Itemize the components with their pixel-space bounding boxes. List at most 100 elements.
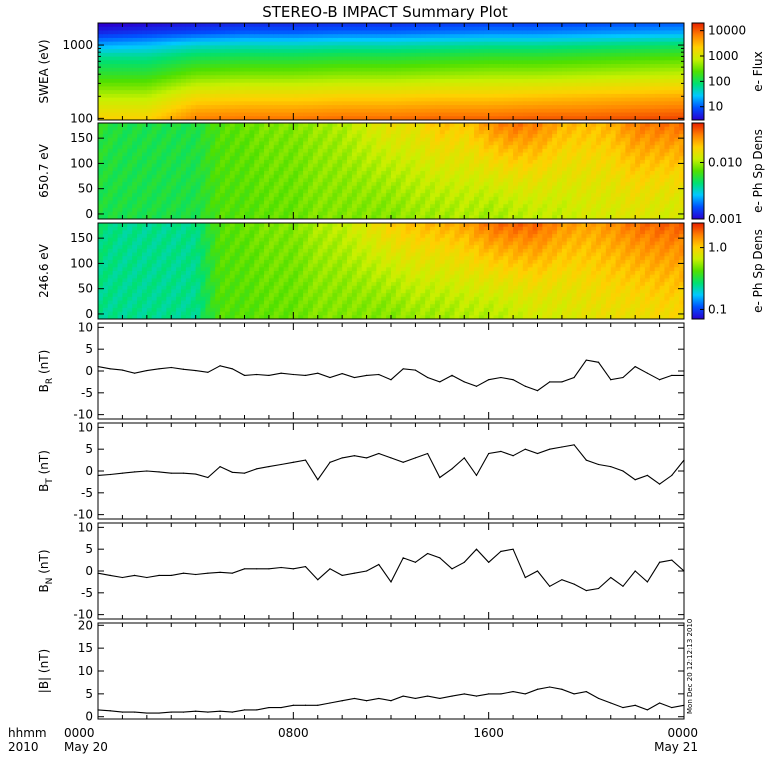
heatmap-cell: [166, 207, 172, 213]
heatmap-cell: [132, 97, 138, 102]
heatmap-cell: [659, 97, 666, 102]
heatmap-cell: [288, 148, 294, 154]
heatmap-cell: [361, 196, 368, 202]
heatmap-cell: [493, 82, 500, 88]
heatmap-cell: [391, 67, 397, 73]
heatmap-cell: [322, 49, 329, 54]
heatmap-cell: [122, 37, 128, 43]
heatmap-cell: [293, 112, 299, 117]
heatmap-cell: [146, 116, 153, 120]
heatmap-cell: [298, 75, 304, 80]
heatmap-cell: [517, 75, 524, 80]
heatmap-cell: [298, 97, 304, 102]
heatmap-cell: [391, 64, 397, 69]
heatmap-cell: [571, 41, 578, 46]
heatmap-cell: [415, 200, 421, 205]
heatmap-cell: [351, 26, 358, 32]
heatmap-cell: [356, 196, 363, 202]
heatmap-cell: [469, 52, 475, 58]
heatmap-cell: [273, 26, 280, 32]
heatmap-cell: [669, 60, 675, 65]
heatmap-cell: [107, 41, 114, 46]
heatmap-cell: [493, 67, 500, 73]
heatmap-cell: [102, 137, 109, 143]
heatmap-cell: [664, 82, 670, 88]
heatmap-cell: [576, 93, 583, 99]
heatmap-cell: [517, 78, 524, 84]
heatmap-cell: [371, 60, 377, 65]
heatmap-cell: [503, 90, 509, 95]
heatmap-cell: [122, 34, 128, 39]
heatmap-cell: [200, 75, 207, 80]
heatmap-cell: [161, 30, 167, 35]
heatmap-cell: [273, 112, 280, 117]
heatmap-cell: [630, 45, 636, 50]
heatmap-cell: [581, 23, 587, 28]
heatmap-cell: [151, 108, 158, 114]
heatmap-cell: [488, 23, 495, 28]
heatmap-cell: [249, 134, 255, 139]
heatmap-cell: [307, 137, 314, 143]
heatmap-cell: [640, 67, 646, 73]
heatmap-cell: [591, 82, 597, 88]
heatmap-cell: [395, 156, 402, 161]
heatmap-cell: [635, 71, 641, 76]
heatmap-cell: [469, 26, 475, 32]
heatmap-cell: [561, 116, 568, 120]
heatmap-cell: [264, 167, 270, 172]
heatmap-cell: [210, 171, 216, 176]
heatmap-cell: [503, 78, 509, 84]
heatmap-cell: [254, 163, 260, 168]
heatmap-cell: [547, 60, 553, 65]
heatmap-cell: [181, 64, 187, 69]
heatmap-cell: [278, 207, 285, 213]
heatmap-cell: [151, 26, 158, 32]
heatmap-cell: [224, 171, 231, 176]
heatmap-cell: [430, 105, 436, 110]
heatmap-cell: [395, 97, 402, 102]
heatmap-cell: [176, 105, 182, 110]
heatmap-cell: [620, 67, 626, 73]
heatmap-cell: [312, 193, 319, 198]
heatmap-cell: [215, 189, 221, 194]
heatmap-cell: [220, 37, 226, 43]
heatmap-cell: [522, 116, 529, 120]
heatmap-cell: [376, 174, 382, 179]
heatmap-cell: [278, 105, 285, 110]
heatmap-cell: [425, 52, 431, 58]
heatmap-cell: [361, 130, 368, 135]
heatmap-cell: [229, 67, 236, 73]
heatmap-cell: [229, 193, 236, 198]
heatmap-cell: [439, 60, 446, 65]
heatmap-cell: [171, 126, 177, 131]
heatmap-cell: [478, 45, 485, 50]
heatmap-cell: [561, 105, 568, 110]
heatmap-cell: [327, 34, 333, 39]
heatmap-cell: [459, 56, 465, 61]
heatmap-cell: [224, 45, 231, 50]
heatmap-cell: [425, 30, 431, 35]
heatmap-cell: [298, 101, 304, 106]
heatmap-cell: [122, 137, 128, 143]
heatmap-cell: [220, 41, 226, 46]
heatmap-cell: [557, 56, 563, 61]
heatmap-cell: [288, 116, 294, 120]
heatmap-cell: [596, 37, 602, 43]
heatmap-cell: [498, 23, 504, 28]
heatmap-cell: [283, 200, 290, 205]
heatmap-cell: [141, 30, 148, 35]
heatmap-cell: [303, 126, 309, 131]
heatmap-cell: [215, 196, 221, 202]
heatmap-cell: [488, 108, 495, 114]
heatmap-cell: [337, 45, 343, 50]
heatmap-cell: [98, 189, 104, 194]
heatmap-cell: [293, 26, 299, 32]
heatmap-cell: [557, 52, 563, 58]
heatmap-cell: [273, 141, 280, 146]
heatmap-cell: [474, 105, 480, 110]
heatmap-cell: [98, 86, 104, 91]
heatmap-cell: [386, 134, 392, 139]
heatmap-cell: [117, 26, 124, 32]
heatmap-cell: [596, 56, 602, 61]
heatmap-cell: [547, 82, 553, 88]
